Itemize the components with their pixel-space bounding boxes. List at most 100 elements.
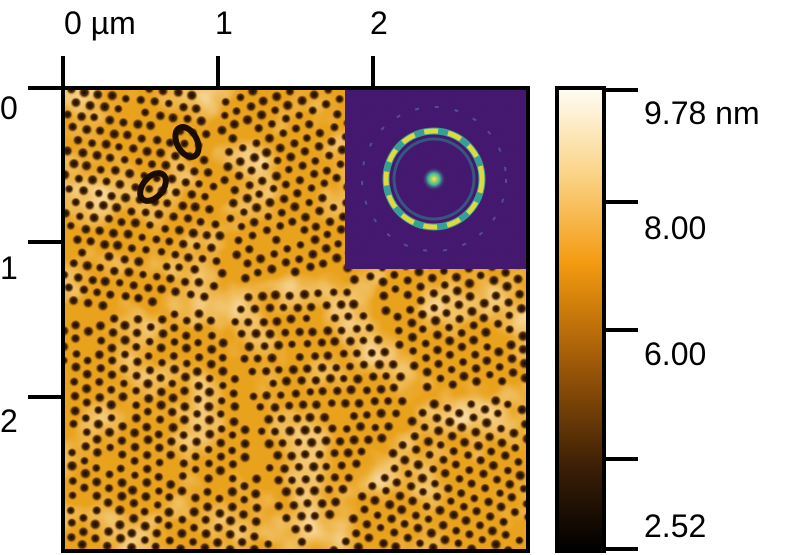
pore (66, 221, 76, 231)
pore (389, 527, 400, 539)
pore (190, 465, 201, 475)
pore (132, 119, 144, 131)
pore (66, 506, 76, 516)
pore (435, 374, 446, 384)
ring-defect (137, 170, 169, 204)
pore (67, 491, 78, 501)
pore (322, 230, 333, 240)
pore (263, 212, 273, 222)
pore (250, 488, 262, 501)
pore (316, 362, 328, 374)
pore (432, 425, 445, 438)
pore (141, 450, 153, 461)
pore (387, 448, 399, 460)
pore (351, 348, 362, 359)
pore (251, 138, 262, 149)
pore (239, 273, 251, 285)
pore (351, 458, 362, 470)
pore (186, 189, 198, 201)
pore (127, 143, 139, 155)
pore (108, 128, 121, 141)
pore (78, 527, 89, 538)
pore (339, 374, 349, 384)
pore (143, 283, 154, 294)
pore (80, 160, 93, 172)
pore (422, 436, 435, 448)
pore (475, 271, 486, 281)
pore (415, 282, 426, 293)
pore (271, 91, 283, 103)
pore (369, 396, 380, 407)
pore (206, 242, 217, 254)
pore (228, 388, 239, 400)
pore (408, 346, 418, 357)
pore (81, 369, 93, 381)
pore (77, 147, 89, 160)
pore (456, 488, 467, 499)
pore (81, 397, 92, 409)
pore (164, 492, 175, 503)
pore (259, 341, 270, 352)
pore (220, 97, 231, 108)
pore (393, 326, 404, 336)
pore (227, 198, 239, 210)
pore (215, 451, 227, 463)
pore (88, 212, 100, 224)
pore (389, 270, 400, 281)
pore (180, 277, 191, 288)
pore (486, 447, 497, 457)
pore (472, 440, 484, 452)
pore (182, 213, 194, 225)
pore (295, 240, 306, 250)
pore (247, 231, 258, 241)
pore (310, 222, 322, 233)
pore (331, 252, 343, 265)
pore (458, 371, 470, 383)
pore (226, 502, 238, 513)
pore (229, 374, 240, 385)
pore (231, 106, 242, 117)
pore (519, 372, 528, 385)
pore (418, 324, 428, 335)
pore (287, 475, 297, 486)
pore (157, 328, 169, 340)
pore (212, 537, 224, 549)
pore (198, 155, 210, 166)
pore (426, 273, 438, 285)
pore (136, 133, 147, 145)
pore (153, 472, 164, 483)
pore (344, 336, 356, 348)
pore (274, 143, 286, 155)
pore (84, 200, 95, 211)
pore (189, 166, 200, 178)
pore (314, 473, 326, 485)
pore (131, 386, 141, 396)
pore (375, 408, 387, 420)
pore (126, 485, 139, 497)
pore (140, 535, 150, 546)
pore (372, 334, 384, 346)
pore (280, 257, 292, 269)
pore (299, 424, 311, 437)
pore (68, 419, 79, 430)
pore (378, 290, 390, 302)
pore (298, 289, 311, 301)
pore (151, 135, 163, 146)
pore (265, 463, 275, 473)
pore (495, 501, 507, 513)
pore (178, 430, 189, 441)
pore (84, 100, 96, 112)
pore (79, 468, 92, 480)
pore (440, 294, 452, 306)
pore (272, 340, 285, 352)
pore (170, 151, 181, 162)
pore (98, 200, 109, 212)
pore (504, 311, 514, 321)
pore (121, 94, 131, 104)
pore (470, 350, 481, 361)
pore (80, 383, 93, 395)
pore (305, 262, 316, 273)
pore (114, 142, 124, 152)
pore (299, 146, 311, 158)
pore (466, 479, 477, 490)
